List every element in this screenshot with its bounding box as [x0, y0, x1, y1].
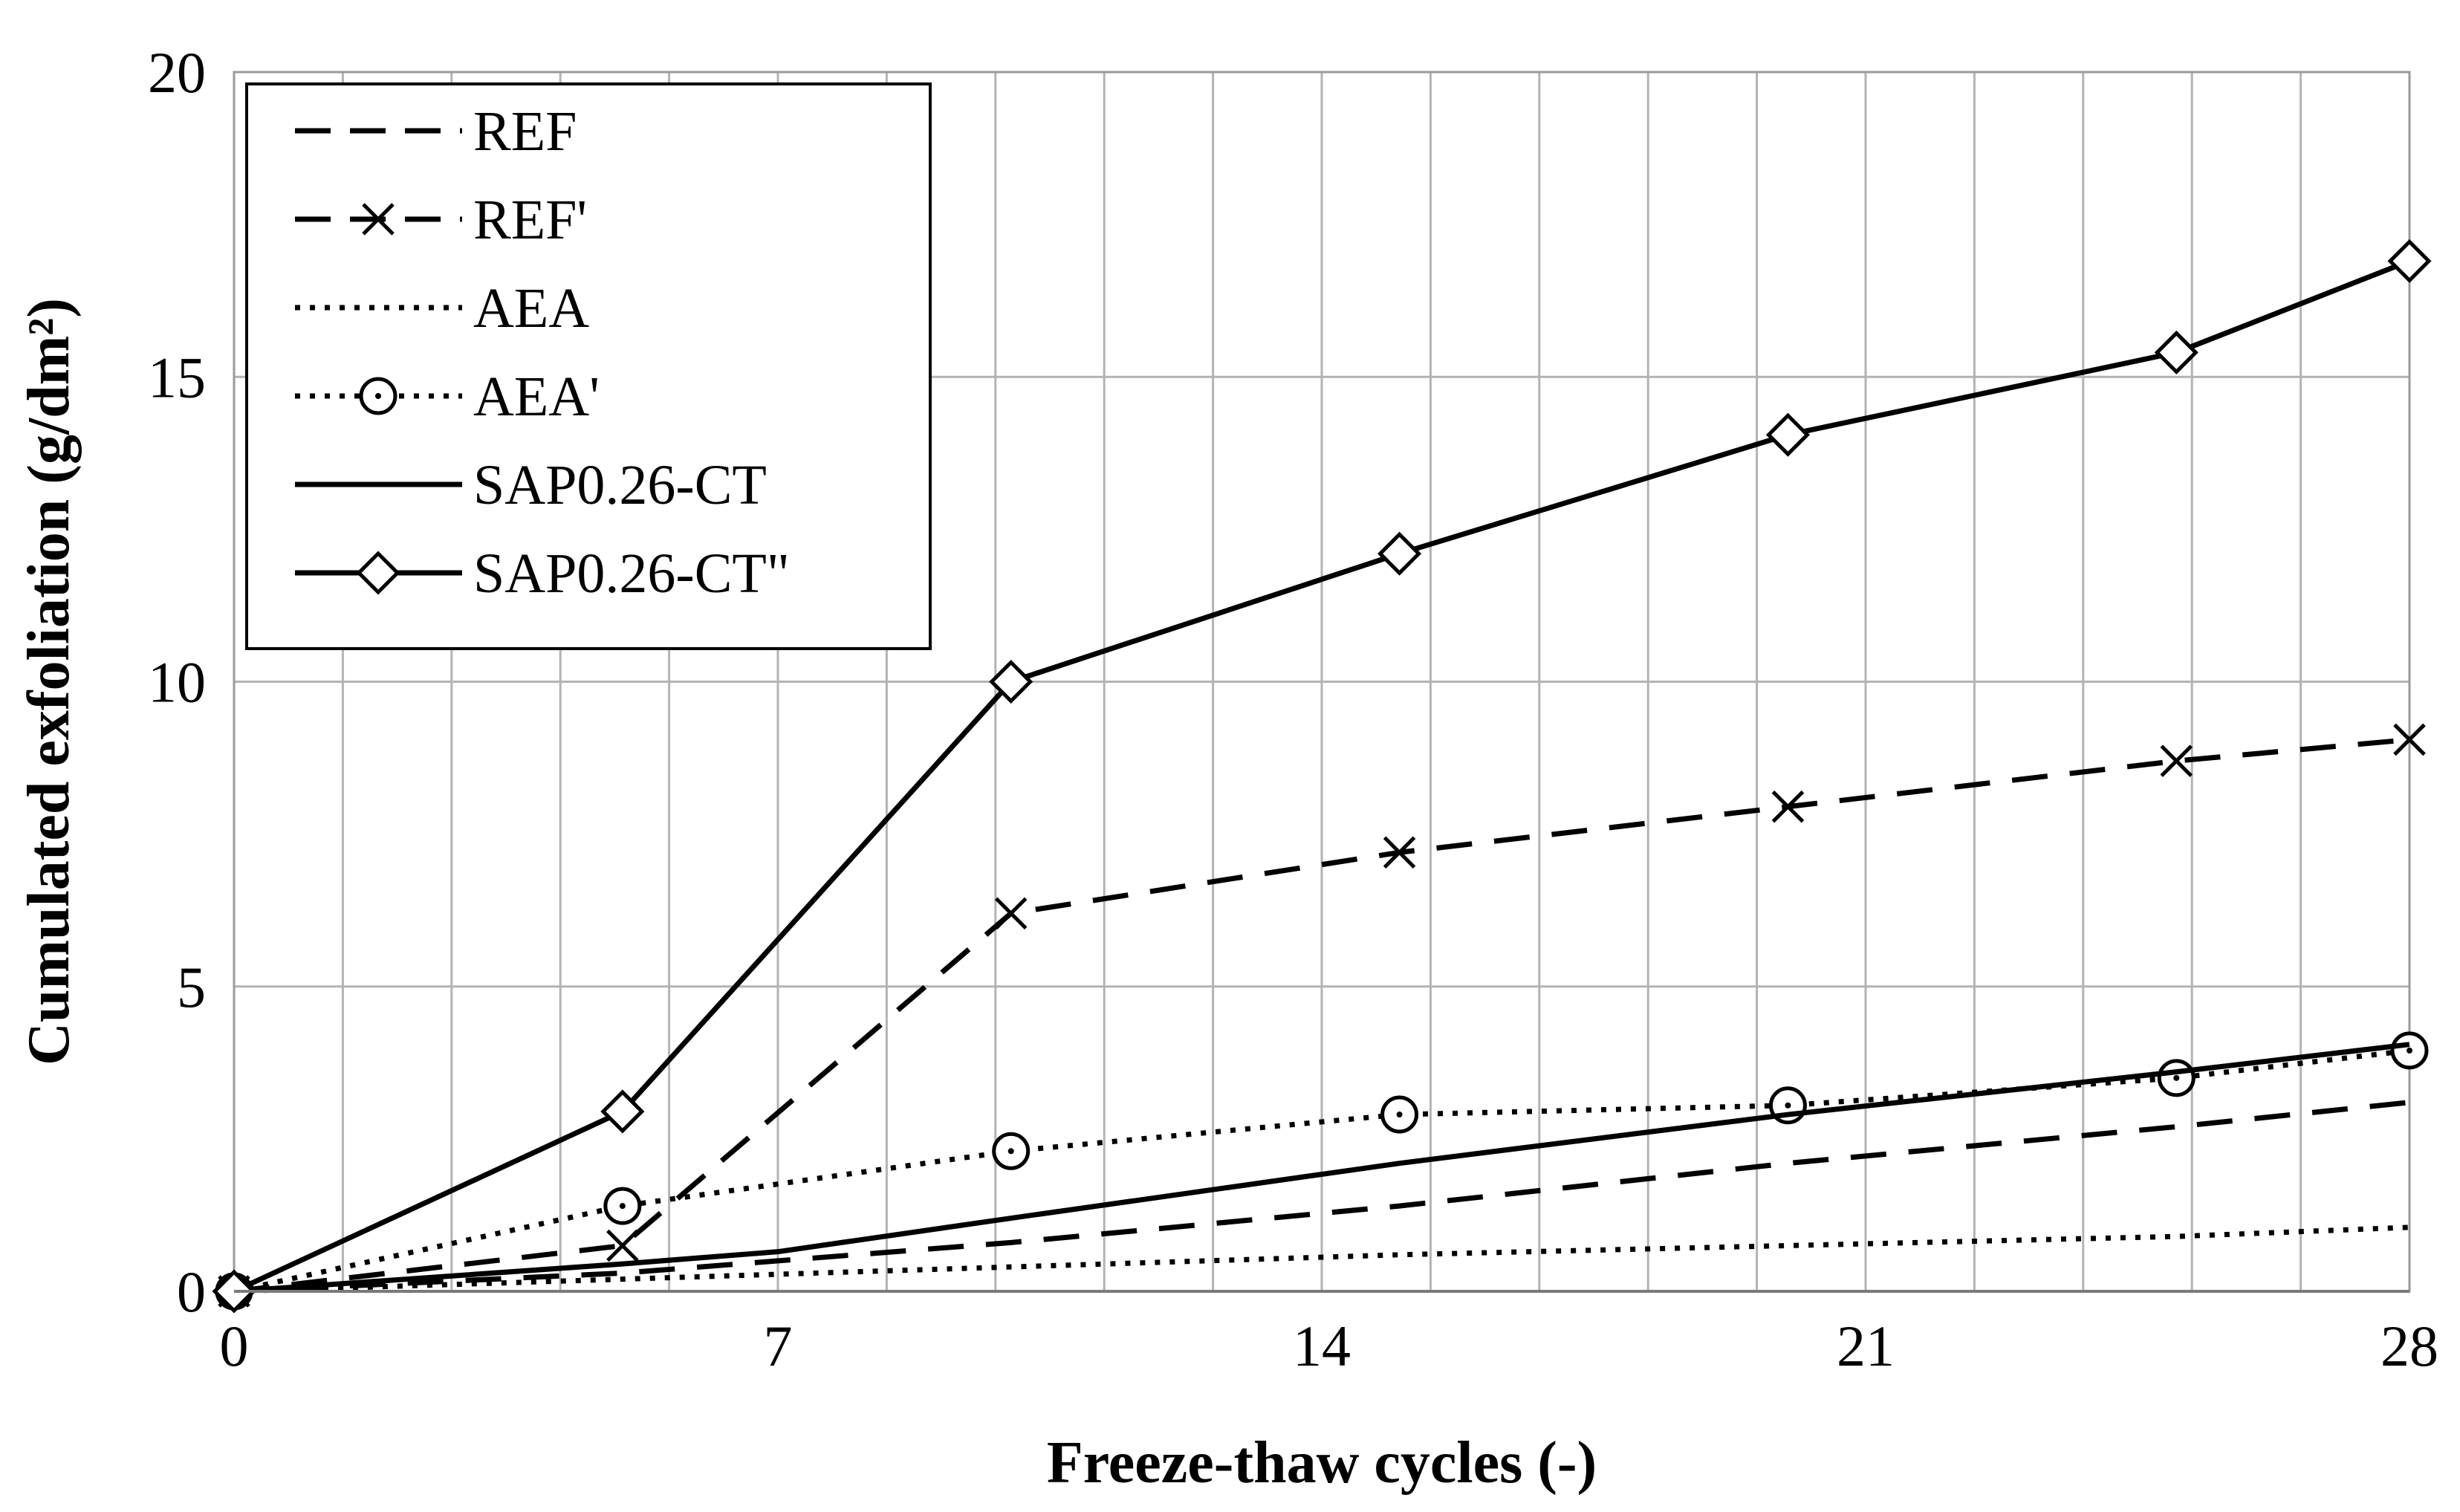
legend-label: AEA'	[473, 366, 600, 428]
circle-marker	[603, 1187, 642, 1225]
y-tick-label: 20	[148, 40, 206, 105]
legend-item: SAP0.26-CT"	[295, 542, 790, 605]
diamond-marker	[356, 551, 400, 595]
diamond-marker	[600, 1089, 645, 1134]
axes: Freeze-thaw cycles (-) Cumulated exfolia…	[16, 40, 2438, 1496]
legend-item: SAP0.26-CT	[295, 454, 767, 516]
legend-item: REF	[295, 100, 577, 163]
x-tick-label: 7	[764, 1314, 793, 1378]
legend-box	[245, 82, 932, 650]
x-tick-label: 28	[2381, 1314, 2438, 1378]
x-axis-title: Freeze-thaw cycles (-)	[1047, 1430, 1597, 1496]
circle-marker	[1380, 1095, 1419, 1134]
series-group	[212, 239, 2432, 1314]
x-marker	[2393, 723, 2426, 756]
legend-label: SAP0.26-CT"	[473, 542, 790, 605]
x-tick-label: 14	[1293, 1314, 1351, 1378]
diamond-marker	[2387, 239, 2432, 283]
diamond-marker	[989, 659, 1033, 704]
legend-item: AEA	[295, 277, 589, 340]
legend-label: SAP0.26-CT	[473, 454, 767, 516]
series-2	[233, 1224, 2410, 1294]
circle-marker	[359, 377, 397, 415]
circle-marker	[992, 1132, 1031, 1170]
y-tick-label: 0	[177, 1259, 206, 1324]
series-line	[233, 1042, 2410, 1294]
series-4	[233, 1042, 2410, 1294]
legend-label: REF	[473, 100, 577, 163]
legend-label: AEA	[473, 277, 589, 340]
series-5	[212, 239, 2432, 1314]
x-tick-label: 0	[220, 1314, 249, 1378]
series-line	[233, 1224, 2410, 1294]
legend-item: REF'	[295, 189, 587, 251]
x-marker	[2160, 744, 2193, 777]
diamond-marker	[2154, 330, 2198, 374]
legend-item: AEA'	[295, 366, 600, 428]
y-axis-title: Cumulated exfoliation (g/dm²)	[16, 298, 82, 1065]
x-marker	[606, 1229, 639, 1262]
x-marker	[994, 897, 1028, 930]
x-marker	[1771, 790, 1805, 823]
x-tick-label: 21	[1837, 1314, 1895, 1378]
legend-label: REF'	[473, 189, 587, 251]
diamond-marker	[1377, 531, 1422, 576]
series-line	[233, 1100, 2410, 1294]
y-tick-label: 5	[177, 955, 206, 1019]
circle-marker	[2390, 1031, 2429, 1070]
y-tick-label: 15	[148, 345, 206, 409]
series-0	[233, 1100, 2410, 1294]
diamond-marker	[1765, 412, 1810, 457]
x-marker	[362, 203, 395, 236]
legend: REF REF' AEA AEA' SAP0.26-CT SAP0.26-CT"	[245, 82, 932, 650]
circle-marker	[2157, 1059, 2195, 1097]
x-marker	[1383, 836, 1416, 869]
y-tick-label: 10	[148, 650, 206, 715]
